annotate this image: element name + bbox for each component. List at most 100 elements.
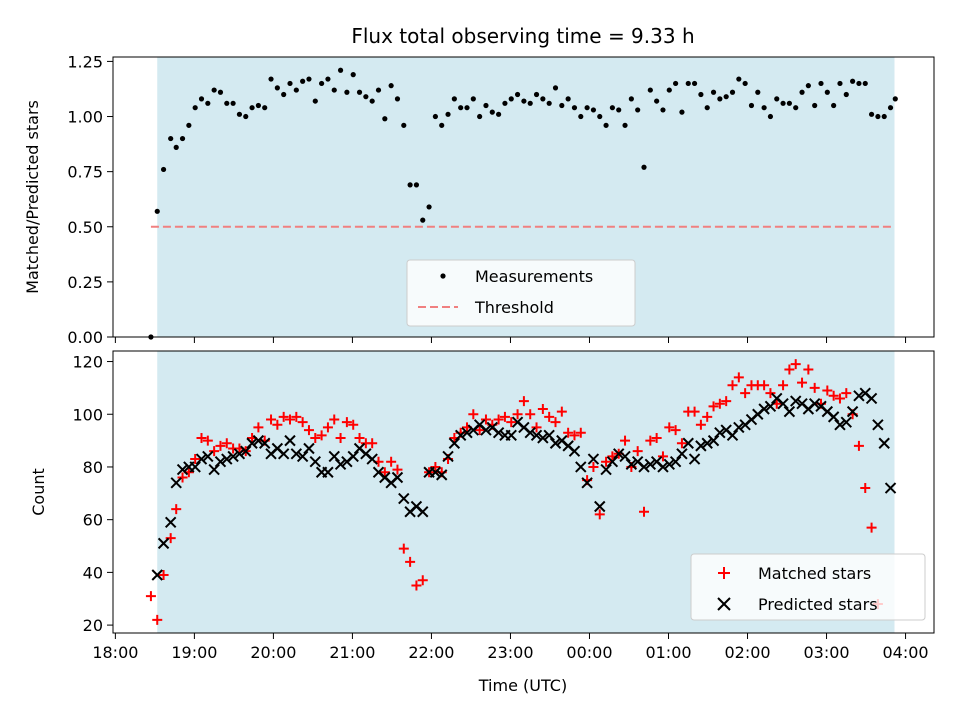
matched-star-point xyxy=(506,417,517,428)
matched-star-point xyxy=(316,430,327,441)
measurement-point xyxy=(862,80,868,87)
matched-star-point xyxy=(721,396,732,407)
predicted-star-point xyxy=(176,463,189,476)
predicted-star-point xyxy=(417,506,429,518)
measurement-point xyxy=(230,100,236,106)
matched-star-point xyxy=(759,380,770,391)
predicted-star-point xyxy=(834,419,846,431)
measurement-point xyxy=(160,166,167,173)
predicted-star-point xyxy=(549,437,562,449)
measurement-point xyxy=(337,67,344,73)
measurement-point xyxy=(154,208,160,214)
measurement-point xyxy=(710,89,717,95)
matched-star-point xyxy=(480,414,491,425)
matched-star-point xyxy=(392,464,403,475)
predicted-star-point xyxy=(164,516,177,529)
matched-star-point xyxy=(272,419,283,430)
measurement-point xyxy=(609,105,615,111)
matched-star-point xyxy=(285,414,296,425)
matched-star-point xyxy=(860,483,871,494)
measurement-point xyxy=(635,107,641,113)
predicted-star-point xyxy=(606,455,619,468)
predicted-star-point xyxy=(865,392,878,405)
x-tick-label: 21:00 xyxy=(329,643,375,662)
measurement-point xyxy=(875,113,881,120)
matched-star-point xyxy=(411,580,422,591)
measurement-point xyxy=(413,182,420,188)
predicted-star-point xyxy=(442,450,454,463)
predicted-star-point xyxy=(790,395,802,407)
measurement-point xyxy=(192,105,198,111)
matched-star-point xyxy=(550,417,561,428)
matched-star-point xyxy=(740,388,751,399)
measurement-point xyxy=(736,76,742,82)
matched-star-point xyxy=(784,364,795,375)
matched-star-point xyxy=(733,372,744,383)
matched-star-point xyxy=(266,414,277,425)
predicted-star-point xyxy=(208,463,220,476)
measurement-point xyxy=(603,122,609,128)
predicted-star-point xyxy=(613,448,625,460)
measurement-point xyxy=(179,135,186,142)
predicted-star-point xyxy=(688,453,701,465)
matched-star-point xyxy=(822,385,833,396)
count-y-axis-label: Count xyxy=(29,468,48,516)
ratio-axes-frame xyxy=(112,56,935,338)
measurement-point xyxy=(559,102,565,109)
measurement-point xyxy=(616,107,622,113)
predicted-star-point xyxy=(429,466,442,478)
measurement-point xyxy=(274,85,280,91)
measurement-point xyxy=(799,89,805,95)
matched-star-point xyxy=(594,509,605,520)
ratio-y-ticks: 0.00 0.25 0.50 0.75 1.00 1.25 xyxy=(67,52,113,347)
x-tick-label: 04:00 xyxy=(882,643,928,662)
predicted-star-point xyxy=(638,461,650,473)
predicted-star-point xyxy=(277,448,290,460)
measurement-point xyxy=(306,76,312,82)
y-tick-label: 0.50 xyxy=(67,218,103,237)
matched-star-point xyxy=(190,454,201,465)
predicted-star-point xyxy=(733,421,745,434)
predicted-star-point xyxy=(202,450,214,463)
measurement-point xyxy=(388,83,394,89)
predicted-star-point xyxy=(777,398,789,410)
measurement-point xyxy=(868,111,875,117)
matched-star-point xyxy=(158,570,169,581)
predicted-star-point xyxy=(714,426,726,439)
measurement-point xyxy=(224,100,230,106)
measurement-point xyxy=(369,98,375,104)
count-y-ticks: 20 40 60 80 100 120 xyxy=(72,353,113,635)
x-axis-label: Time (UTC) xyxy=(478,676,567,695)
x-tick-label: 00:00 xyxy=(566,643,612,662)
measurement-point xyxy=(892,96,898,102)
matched-star-point xyxy=(221,438,232,449)
matched-star-point xyxy=(601,456,612,467)
measurement-point xyxy=(168,135,174,142)
predicted-star-point xyxy=(296,450,309,463)
matched-star-point xyxy=(291,411,302,422)
matched-star-point xyxy=(525,409,536,420)
predicted-star-point xyxy=(170,477,182,489)
predicted-star-point xyxy=(726,429,739,442)
predicted-star-point xyxy=(657,461,669,473)
legend-predicted-label: Predicted stars xyxy=(758,595,878,614)
matched-star-point xyxy=(670,425,681,436)
predicted-star-point xyxy=(328,450,340,463)
matched-star-point xyxy=(866,522,877,533)
matched-star-point xyxy=(531,422,542,433)
matched-star-point xyxy=(202,435,213,446)
predicted-star-point xyxy=(303,442,315,455)
x-tick-label: 03:00 xyxy=(803,643,849,662)
matched-star-point xyxy=(322,422,333,433)
matched-star-point xyxy=(303,425,314,436)
legend-threshold-label: Threshold xyxy=(474,298,554,317)
matched-star-point xyxy=(797,377,808,388)
measurement-point xyxy=(578,113,584,120)
measurement-point xyxy=(375,87,382,93)
measurement-point xyxy=(470,96,476,102)
predicted-star-point xyxy=(884,482,897,494)
predicted-star-point xyxy=(676,448,688,460)
measurement-point xyxy=(805,83,811,89)
predicted-star-point xyxy=(214,455,227,468)
measurement-point xyxy=(496,111,502,117)
